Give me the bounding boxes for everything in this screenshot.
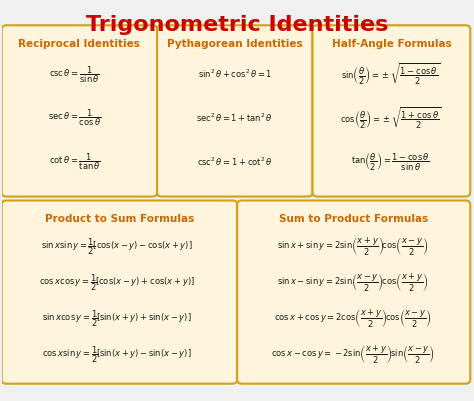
FancyBboxPatch shape [2, 200, 237, 384]
Text: $\csc^2\theta = 1 + \cot^2\theta$: $\csc^2\theta = 1 + \cot^2\theta$ [197, 156, 273, 168]
Text: $\sec^2\theta = 1 + \tan^2\theta$: $\sec^2\theta = 1 + \tan^2\theta$ [196, 112, 273, 124]
Text: $\sin^2\theta + \cos^2\theta = 1$: $\sin^2\theta + \cos^2\theta = 1$ [198, 68, 272, 81]
Text: Reciprocal Identities: Reciprocal Identities [18, 39, 140, 49]
Text: Half-Angle Formulas: Half-Angle Formulas [331, 39, 451, 49]
Text: $\sin x-\sin y = 2\sin\!\left(\dfrac{x-y}{2}\right)\!\cos\!\left(\dfrac{x+y}{2}\: $\sin x-\sin y = 2\sin\!\left(\dfrac{x-y… [277, 272, 428, 294]
Text: $\sin\!\left(\dfrac{\theta}{2}\right)=\pm\sqrt{\dfrac{1-\cos\theta}{2}}$: $\sin\!\left(\dfrac{\theta}{2}\right)=\p… [341, 61, 440, 87]
Text: $\sin x\cos y = \dfrac{1}{2}\!\left[\sin(x+y)+\sin(x-y)\right]$: $\sin x\cos y = \dfrac{1}{2}\!\left[\sin… [42, 308, 192, 329]
Text: $\tan\!\left(\dfrac{\theta}{2}\right)=\dfrac{1-\cos\theta}{\sin\theta}$: $\tan\!\left(\dfrac{\theta}{2}\right)=\d… [351, 151, 429, 173]
FancyBboxPatch shape [157, 25, 312, 196]
FancyBboxPatch shape [2, 25, 157, 196]
Text: $\cos x\cos y = \dfrac{1}{2}\!\left[\cos(x-y)+\cos(x+y)\right]$: $\cos x\cos y = \dfrac{1}{2}\!\left[\cos… [39, 273, 195, 293]
Text: $\cot\theta = \dfrac{1}{\tan\theta}$: $\cot\theta = \dfrac{1}{\tan\theta}$ [49, 152, 100, 172]
FancyBboxPatch shape [237, 200, 470, 384]
Text: Trigonometric Identities: Trigonometric Identities [86, 15, 388, 35]
Text: $\sin x+\sin y = 2\sin\!\left(\dfrac{x+y}{2}\right)\!\cos\!\left(\dfrac{x-y}{2}\: $\sin x+\sin y = 2\sin\!\left(\dfrac{x+y… [277, 236, 428, 258]
FancyBboxPatch shape [312, 25, 470, 196]
Text: $\cos x+\cos y = 2\cos\!\left(\dfrac{x+y}{2}\right)\!\cos\!\left(\dfrac{x-y}{2}\: $\cos x+\cos y = 2\cos\!\left(\dfrac{x+y… [273, 308, 431, 330]
Text: $\csc\theta = \dfrac{1}{\sin\theta}$: $\csc\theta = \dfrac{1}{\sin\theta}$ [49, 64, 100, 85]
Text: $\cos x-\cos y = -2\sin\!\left(\dfrac{x+y}{2}\right)\!\sin\!\left(\dfrac{x-y}{2}: $\cos x-\cos y = -2\sin\!\left(\dfrac{x+… [271, 344, 434, 366]
Text: Pythagorean Identities: Pythagorean Identities [167, 39, 302, 49]
Text: Product to Sum Formulas: Product to Sum Formulas [45, 215, 194, 225]
Text: $\sin x\sin y = \dfrac{1}{2}\!\left[\cos(x-y)-\cos(x+y)\right]$: $\sin x\sin y = \dfrac{1}{2}\!\left[\cos… [41, 237, 193, 257]
Text: $\sec\theta = \dfrac{1}{\cos\theta}$: $\sec\theta = \dfrac{1}{\cos\theta}$ [48, 108, 101, 128]
Text: $\cos\!\left(\dfrac{\theta}{2}\right)=\pm\sqrt{\dfrac{1+\cos\theta}{2}}$: $\cos\!\left(\dfrac{\theta}{2}\right)=\p… [339, 105, 441, 131]
Text: $\cos x\sin y = \dfrac{1}{2}\!\left[\sin(x+y)-\sin(x-y)\right]$: $\cos x\sin y = \dfrac{1}{2}\!\left[\sin… [42, 344, 192, 365]
Text: Sum to Product Formulas: Sum to Product Formulas [279, 215, 428, 225]
